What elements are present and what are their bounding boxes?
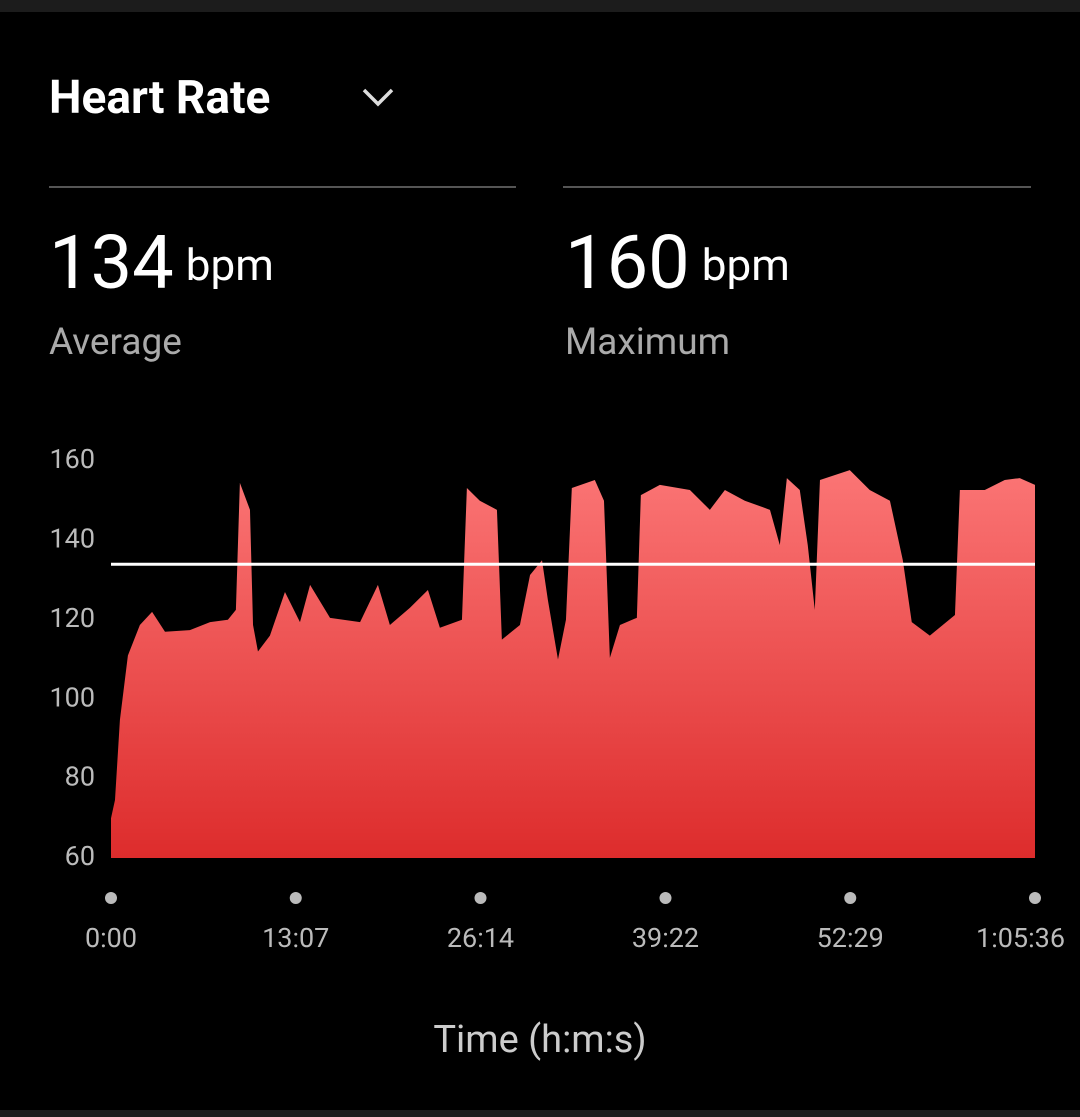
x-tick-dot xyxy=(1029,892,1041,904)
stat-value: 134 bpm xyxy=(49,220,274,307)
x-axis-title: Time (h:m:s) xyxy=(433,1018,646,1062)
stat-number: 160 xyxy=(565,220,690,307)
x-tick-label: 52:29 xyxy=(817,922,884,954)
stat-label: Maximum xyxy=(565,321,730,364)
x-tick-label: 1:05:36 xyxy=(976,922,1065,954)
stat-unit: bpm xyxy=(702,239,790,291)
x-tick-label: 39:22 xyxy=(632,922,699,954)
y-tick-label: 140 xyxy=(49,523,95,555)
stat-label: Average xyxy=(49,321,182,364)
stat-unit: bpm xyxy=(186,239,274,291)
x-tick-dot xyxy=(289,892,302,904)
stat-value: 160 bpm xyxy=(565,220,790,307)
x-tick-dot xyxy=(105,892,117,904)
y-tick-label: 80 xyxy=(65,761,95,793)
title: Heart Rate xyxy=(49,71,270,125)
heart-rate-area xyxy=(111,470,1035,858)
x-tick-dot xyxy=(474,892,487,904)
x-tick-label: 26:14 xyxy=(447,922,514,954)
x-tick-dot xyxy=(844,892,857,904)
y-tick-label: 100 xyxy=(49,681,95,713)
dropdown-chevron[interactable] xyxy=(362,88,394,107)
x-tick-label: 0:00 xyxy=(85,922,137,954)
x-tick-dot xyxy=(659,892,672,904)
bottom-strip xyxy=(0,1110,1080,1117)
y-tick-label: 120 xyxy=(49,602,95,634)
stat-number: 134 xyxy=(49,220,174,307)
y-tick-label: 60 xyxy=(65,840,95,872)
status-strip xyxy=(0,0,1080,12)
x-tick-label: 13:07 xyxy=(262,922,329,954)
y-tick-label: 160 xyxy=(49,443,95,475)
